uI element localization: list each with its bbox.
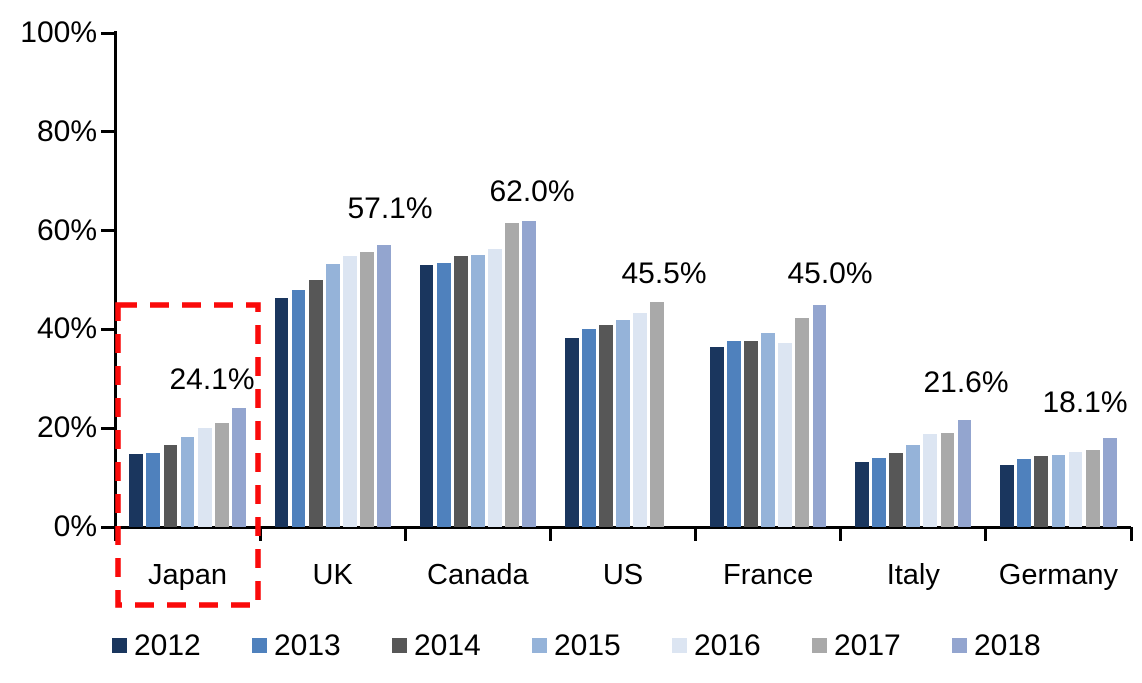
- bar-italy-2015: [906, 445, 921, 527]
- bar-france-2014: [744, 340, 758, 527]
- x-tick: [548, 527, 552, 541]
- bar-france-2012: [709, 347, 724, 527]
- y-tick-label: 100%: [20, 16, 97, 49]
- y-tick-label: 40%: [36, 312, 97, 346]
- bar-italy-2017: [940, 433, 955, 527]
- bar-us-2012: [564, 338, 579, 527]
- bar-germany-2013: [1017, 458, 1032, 527]
- bar-france-2018: [812, 304, 827, 527]
- bar-italy-2014: [889, 453, 904, 527]
- data-label: 62.0%: [489, 175, 575, 208]
- x-category-label: US: [602, 559, 644, 591]
- x-tick: [113, 527, 117, 541]
- bar-italy-2013: [872, 458, 886, 527]
- bar-canada-2018: [522, 220, 537, 527]
- bar-france-2017: [795, 318, 810, 527]
- bar-italy-2018: [957, 420, 972, 527]
- data-label: 45.0%: [787, 257, 873, 290]
- bar-uk-2017: [360, 251, 374, 527]
- bar-canada-2014: [453, 256, 468, 527]
- y-tick: [101, 327, 115, 331]
- data-label: 21.6%: [923, 366, 1009, 399]
- bar-uk-2014: [308, 280, 323, 527]
- bar-us-2014: [599, 324, 613, 527]
- bar-japan-2013: [146, 452, 161, 527]
- y-tick: [101, 31, 115, 35]
- x-tick: [1129, 527, 1133, 541]
- x-category-label: Italy: [886, 559, 940, 591]
- bar-france-2016: [778, 342, 793, 527]
- bar-japan-2012: [129, 453, 144, 527]
- bar-canada-2017: [505, 222, 519, 527]
- x-tick: [258, 527, 262, 541]
- y-tick-label: 80%: [36, 114, 97, 148]
- bar-us-2016: [633, 312, 647, 527]
- bar-uk-2013: [291, 290, 306, 527]
- bar-germany-2016: [1068, 451, 1083, 527]
- bar-uk-2016: [342, 256, 357, 527]
- data-label: 57.1%: [347, 192, 433, 225]
- bar-uk-2015: [325, 263, 340, 527]
- data-label: 24.1%: [169, 363, 255, 396]
- bar-us-2015: [616, 319, 630, 527]
- bar-us-2017: [650, 302, 665, 527]
- bar-france-2015: [761, 332, 776, 527]
- x-axis-line: [113, 525, 1131, 529]
- bar-canada-2013: [436, 262, 451, 527]
- bar-japan-2014: [163, 444, 178, 527]
- y-tick-label: 0%: [53, 510, 97, 543]
- data-label: 45.5%: [621, 257, 707, 290]
- y-axis-line: [113, 31, 117, 528]
- bar-germany-2014: [1034, 456, 1049, 527]
- bar-japan-2017: [214, 422, 229, 527]
- y-tick-label: 60%: [36, 213, 97, 247]
- x-tick: [694, 527, 698, 541]
- bar-germany-2015: [1051, 455, 1066, 527]
- y-tick: [101, 426, 115, 430]
- y-tick: [101, 130, 115, 134]
- y-tick: [101, 229, 115, 233]
- x-tick: [403, 527, 407, 541]
- x-category-label: UK: [312, 559, 353, 591]
- x-category-label: Germany: [998, 559, 1119, 591]
- bar-japan-2016: [197, 428, 212, 527]
- bar-france-2013: [727, 341, 741, 527]
- data-label: 18.1%: [1042, 386, 1128, 419]
- x-category-label: France: [723, 559, 814, 591]
- y-tick-label: 20%: [36, 411, 97, 445]
- bar-uk-2012: [274, 298, 289, 527]
- bar-japan-2015: [180, 437, 195, 527]
- bar-canada-2015: [470, 255, 485, 527]
- x-category-label: Canada: [427, 559, 529, 591]
- bar-us-2013: [581, 329, 596, 527]
- bar-canada-2016: [488, 249, 502, 527]
- bar-italy-2012: [855, 461, 869, 527]
- bar-germany-2017: [1085, 450, 1100, 527]
- bar-germany-2018: [1102, 437, 1117, 527]
- x-tick: [839, 527, 843, 541]
- bar-germany-2012: [1000, 465, 1015, 527]
- bar-japan-2018: [231, 407, 246, 527]
- y-tick: [101, 525, 115, 529]
- bar-uk-2018: [377, 244, 391, 527]
- bar-italy-2016: [923, 434, 938, 527]
- x-tick: [984, 527, 988, 541]
- bar-canada-2012: [419, 265, 434, 527]
